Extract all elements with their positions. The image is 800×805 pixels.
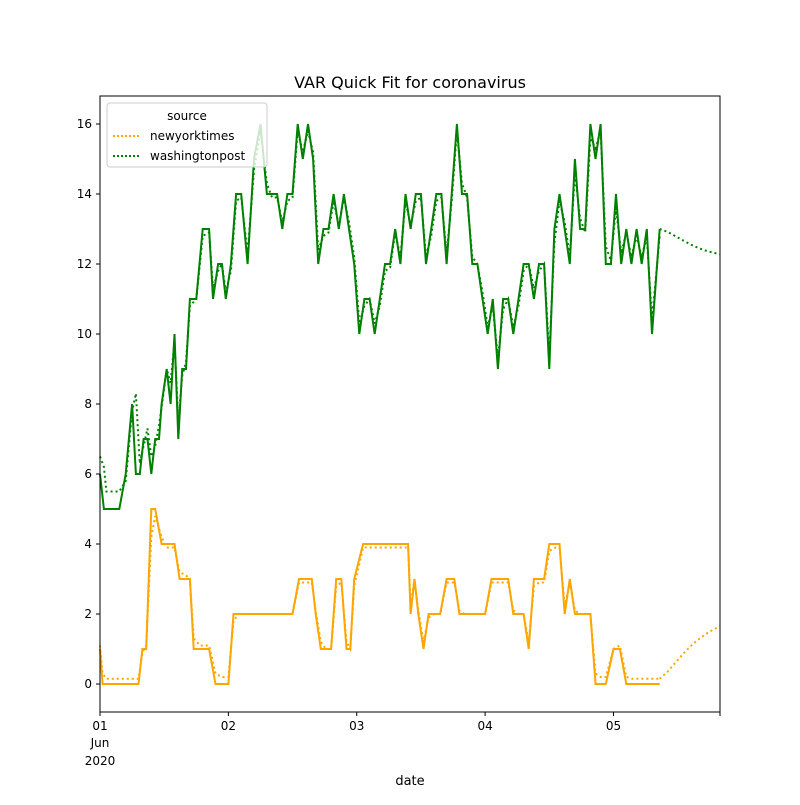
y-tick-label: 0 (84, 677, 92, 691)
plot-layer (99, 123, 721, 685)
x-tick-label: 02 (221, 719, 236, 733)
legend-label-newyorktimes: newyorktimes (150, 129, 235, 143)
y-tick-label: 16 (77, 117, 92, 131)
chart-title: VAR Quick Fit for coronavirus (294, 73, 526, 92)
legend: source newyorktimes washingtonpost (106, 102, 268, 168)
y-tick-label: 8 (84, 397, 92, 411)
x-sublabel-year: 2020 (85, 754, 116, 768)
y-tick-label: 2 (84, 607, 92, 621)
x-axis: Jun 2020 01 02 03 04 05 (85, 712, 721, 768)
legend-box (106, 102, 268, 168)
series-line-washingtonpost-forecast (659, 228, 721, 256)
y-tick-label: 4 (84, 537, 92, 551)
x-axis-label: date (395, 774, 424, 789)
x-sublabel-month: Jun (90, 736, 110, 750)
y-tick-label: 12 (77, 257, 92, 271)
series-line-newyorktimes-fitted (99, 515, 660, 680)
y-tick-label: 6 (84, 467, 92, 481)
legend-title: source (167, 109, 207, 123)
series-line-washingtonpost-actual (99, 123, 661, 510)
series-line-newyorktimes-forecast (659, 625, 721, 680)
x-tick-label: 01 (92, 719, 107, 733)
y-tick-label: 14 (77, 187, 92, 201)
x-tick-label: 05 (606, 719, 621, 733)
y-tick-label: 10 (77, 327, 92, 341)
x-tick-label: 04 (477, 719, 492, 733)
legend-label-washingtonpost: washingtonpost (150, 149, 245, 163)
x-tick-label: 03 (349, 719, 364, 733)
series-line-newyorktimes-actual (99, 508, 660, 685)
y-axis: 0 2 4 6 8 10 12 14 16 (77, 117, 100, 691)
